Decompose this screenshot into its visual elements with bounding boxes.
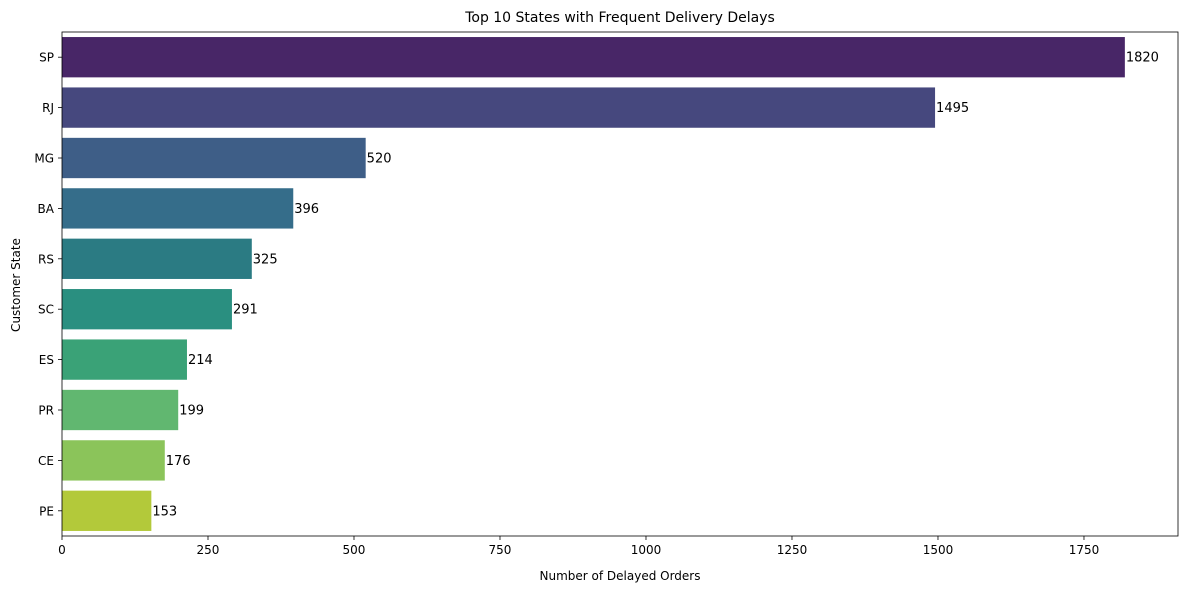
y-tick-label-ba: BA (38, 202, 55, 216)
data-label-pr: 199 (179, 404, 204, 419)
data-label-ba: 396 (294, 202, 319, 217)
bar-rj (62, 87, 936, 128)
x-axis-label: Number of Delayed Orders (540, 569, 701, 583)
y-tick-label-sp: SP (39, 51, 54, 65)
bars-layer: 1820 1495 520 396 325 291 214 199 176 153 (62, 37, 1159, 531)
y-tick-label-rj: RJ (42, 101, 54, 115)
x-tick-label-750: 750 (489, 543, 512, 557)
data-label-mg: 520 (367, 152, 392, 167)
bar-ba (62, 188, 294, 229)
bar-sc (62, 289, 232, 330)
data-label-rs: 325 (253, 252, 278, 267)
data-label-sc: 291 (233, 303, 258, 318)
y-tick-label-ce: CE (38, 454, 54, 468)
data-label-pe: 153 (152, 504, 177, 519)
bar-ce (62, 440, 165, 481)
y-tick-label-pr: PR (38, 404, 54, 418)
y-tick-label-mg: MG (34, 152, 54, 166)
x-tick-label-250: 250 (197, 543, 220, 557)
x-tick-label-500: 500 (343, 543, 366, 557)
data-label-rj: 1495 (936, 101, 969, 116)
x-tick-label-1750: 1750 (1069, 543, 1100, 557)
x-tick-label-1500: 1500 (923, 543, 954, 557)
y-tick-label-sc: SC (38, 303, 54, 317)
x-tick-label-1250: 1250 (777, 543, 808, 557)
bar-pe (62, 490, 152, 531)
bar-rs (62, 238, 252, 279)
bar-es (62, 339, 187, 380)
x-tick-layer: 0 250 500 750 1000 1250 1500 1750 (58, 536, 1099, 557)
chart-title: Top 10 States with Frequent Delivery Del… (464, 10, 775, 26)
y-tick-label-es: ES (39, 353, 54, 367)
x-tick-label-0: 0 (58, 543, 66, 557)
y-axis-label: Customer State (9, 238, 23, 332)
bar-mg (62, 137, 366, 179)
data-label-es: 214 (188, 353, 213, 368)
plot-frame (61, 31, 1179, 537)
y-tick-label-rs: RS (38, 252, 54, 266)
data-label-sp: 1820 (1126, 51, 1159, 66)
y-tick-layer: SP RJ MG BA RS SC ES PR CE PE (34, 51, 62, 518)
bar-pr (62, 389, 179, 431)
x-tick-label-1000: 1000 (631, 543, 662, 557)
bar-sp (62, 37, 1125, 78)
y-tick-label-pe: PE (39, 504, 54, 518)
data-label-ce: 176 (166, 454, 191, 469)
